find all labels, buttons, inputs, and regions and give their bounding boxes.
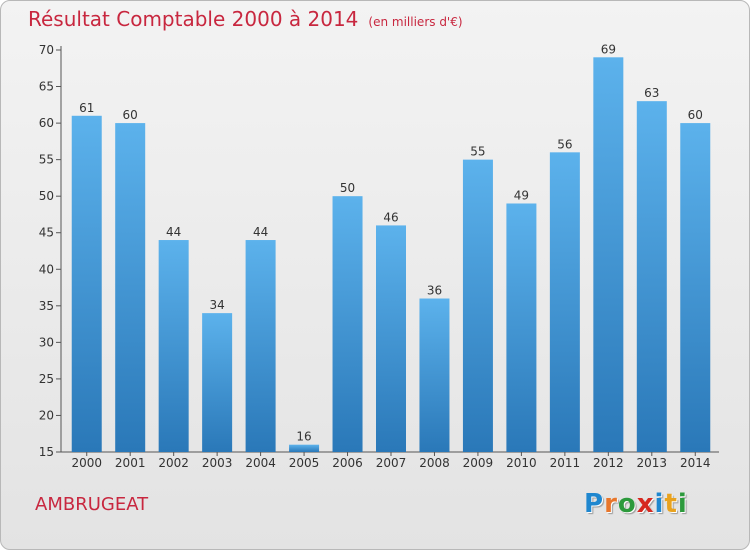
logo-letter: o [617, 489, 637, 519]
logo-letter: i [654, 489, 665, 519]
y-tick-label: 20 [39, 408, 54, 422]
y-tick-label: 40 [39, 262, 54, 276]
y-tick-label: 55 [39, 153, 54, 167]
x-tick-label: 2011 [550, 456, 581, 470]
y-tick-label: 45 [39, 226, 54, 240]
bar [289, 444, 320, 452]
bar-value-label: 60 [123, 108, 138, 122]
bar [462, 159, 493, 453]
logo-letter: x [636, 489, 655, 519]
bar [245, 240, 276, 452]
y-tick-label: 65 [39, 80, 54, 94]
x-tick-label: 2014 [680, 456, 711, 470]
x-tick-label: 2007 [376, 456, 407, 470]
commune-name: AMBRUGEAT [35, 494, 149, 515]
bar [71, 115, 102, 453]
bar-value-label: 16 [296, 430, 311, 444]
bar [506, 203, 537, 452]
bar-value-label: 69 [601, 42, 616, 56]
proxiti-logo: Proxiti [584, 489, 688, 519]
bar-value-label: 60 [688, 108, 703, 122]
y-tick-label: 50 [39, 189, 54, 203]
x-tick-label: 2002 [158, 456, 189, 470]
bar-value-label: 63 [644, 86, 659, 100]
bar [332, 196, 363, 452]
y-tick-label: 60 [39, 116, 54, 130]
bar [115, 123, 146, 452]
bar [419, 298, 450, 452]
y-tick-label: 15 [39, 445, 54, 459]
x-tick-label: 2008 [419, 456, 450, 470]
bar [593, 57, 624, 453]
y-tick-label: 30 [39, 335, 54, 349]
logo-letter: i [677, 489, 688, 519]
bar-value-label: 44 [166, 225, 181, 239]
bar-value-label: 36 [427, 284, 442, 298]
bar-value-label: 46 [383, 210, 398, 224]
x-tick-label: 2013 [637, 456, 668, 470]
logo-letter: t [664, 489, 678, 519]
bar-value-label: 56 [557, 137, 572, 151]
logo-letter: r [604, 489, 618, 519]
bar-value-label: 34 [209, 298, 224, 312]
x-tick-label: 2009 [463, 456, 494, 470]
bar-value-label: 44 [253, 225, 268, 239]
logo-letter: P [584, 489, 605, 519]
bar-value-label: 61 [79, 101, 94, 115]
x-tick-label: 2000 [71, 456, 102, 470]
bar [202, 313, 233, 452]
x-tick-label: 2004 [245, 456, 276, 470]
x-tick-label: 2006 [332, 456, 363, 470]
x-tick-label: 2005 [289, 456, 320, 470]
bar [376, 225, 406, 452]
bar-value-label: 55 [470, 145, 485, 159]
bar [158, 240, 189, 452]
chart-title: Résultat Comptable 2000 à 2014 (en millie… [28, 7, 463, 31]
chart-unit: (en milliers d'€) [368, 15, 463, 29]
bar [636, 101, 667, 452]
chart-title-text: Résultat Comptable 2000 à 2014 [28, 7, 359, 31]
y-tick-label: 35 [39, 299, 54, 313]
bar-value-label: 50 [340, 181, 355, 195]
y-tick-label: 25 [39, 372, 54, 386]
bar [680, 123, 711, 452]
y-tick-label: 70 [39, 43, 54, 57]
bar [549, 152, 580, 452]
x-tick-label: 2012 [593, 456, 624, 470]
x-tick-label: 2003 [202, 456, 233, 470]
bar-value-label: 49 [514, 188, 529, 202]
x-tick-label: 2001 [115, 456, 146, 470]
x-tick-label: 2010 [506, 456, 537, 470]
